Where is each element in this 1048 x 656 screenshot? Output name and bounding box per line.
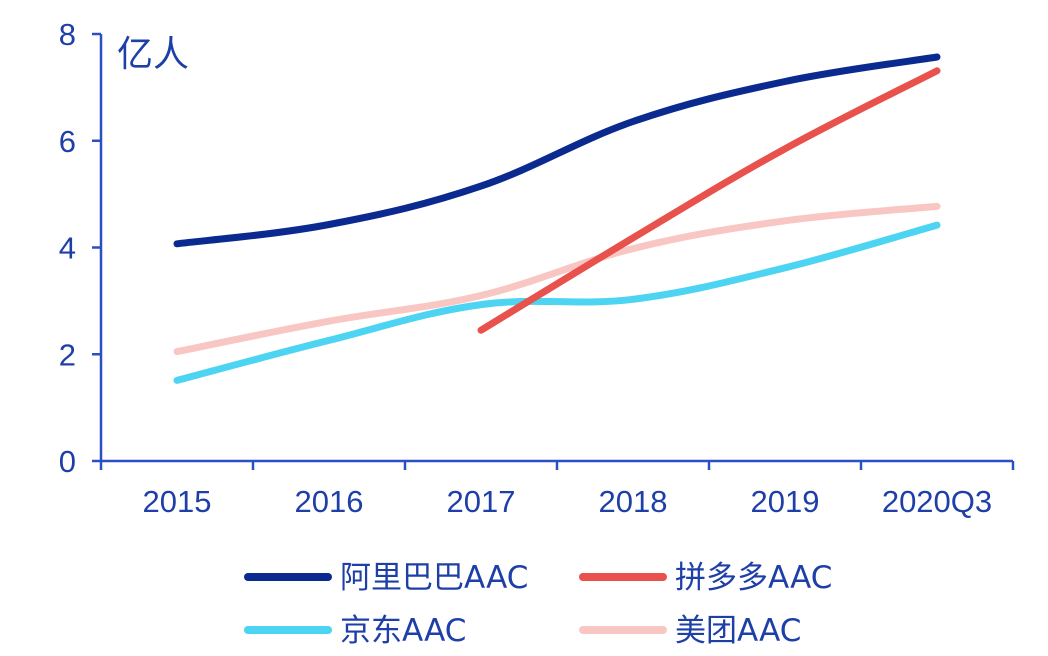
y-axis-unit-label: 亿人 (117, 34, 189, 75)
series-line-0 (173, 53, 941, 248)
y-tick-label: 2 (59, 337, 76, 372)
x-tick-label: 2018 (599, 484, 668, 519)
legend-label: 京东AAC (340, 613, 466, 649)
series-line-2 (173, 221, 941, 384)
x-tick-label: 2019 (751, 484, 820, 519)
axes: 0 2 4 6 8 2015 2016 2017 2018 2019 2020Q3 (59, 17, 1015, 519)
x-tick-label: 2016 (295, 484, 364, 519)
y-tick-label: 4 (59, 231, 76, 266)
y-tick-label: 6 (59, 124, 76, 159)
legend: 阿里巴巴AAC 拼多多AAC 京东AAC 美团AAC (244, 560, 832, 649)
x-tick-label: 2017 (447, 484, 516, 519)
x-tick-label: 2020Q3 (882, 484, 992, 519)
x-tick-label: 2015 (143, 484, 212, 519)
legend-label: 拼多多AAC (675, 560, 832, 596)
series-line-3 (173, 202, 941, 356)
series-lines (173, 53, 941, 384)
legend-label: 阿里巴巴AAC (340, 560, 528, 596)
y-tick-label: 0 (59, 444, 76, 479)
series-line-1 (477, 67, 941, 334)
legend-label: 美团AAC (675, 613, 801, 649)
y-tick-label: 8 (59, 17, 76, 52)
